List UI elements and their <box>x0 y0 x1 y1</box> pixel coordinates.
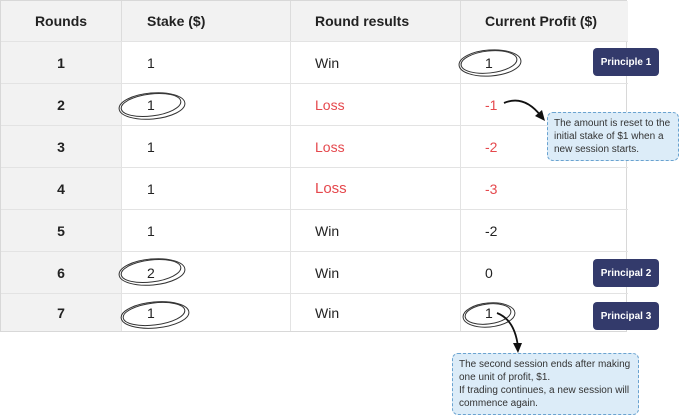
session-note-line: The second session ends after making <box>459 359 631 370</box>
session-note-line: one unit of profit, $1. <box>459 372 551 383</box>
stake-cell: 1 <box>122 210 291 251</box>
arrowhead-session <box>513 343 522 353</box>
reset-note-line: initial stake of $1 when a <box>554 131 664 142</box>
stake-cell: 1 <box>122 126 291 167</box>
stake-cell: 1 <box>122 294 291 331</box>
reset-note-line: new session starts. <box>554 144 640 155</box>
result-cell: Win <box>291 210 461 251</box>
table-row: 3 1 Loss -2 <box>1 125 628 167</box>
table-row: 5 1 Win -2 <box>1 209 628 251</box>
result-cell: Win <box>291 252 461 293</box>
session-note: The second session ends after making one… <box>452 353 639 415</box>
header-round-results: Round results <box>291 1 461 41</box>
header-rounds: Rounds <box>1 1 122 41</box>
round-cell: 4 <box>1 168 122 209</box>
profit-cell: -3 <box>485 180 498 197</box>
round-cell: 5 <box>1 210 122 251</box>
profit-cell: -2 <box>485 222 498 239</box>
result-cell: Loss <box>291 168 461 209</box>
principal2-badge: Principal 2 <box>593 259 659 287</box>
result-cell: Loss <box>291 126 461 167</box>
round-cell: 1 <box>1 42 122 83</box>
result-cell: Win <box>291 42 461 83</box>
table-header: Rounds Stake ($) Round results Current P… <box>1 1 628 41</box>
table-row: 7 1 Win 1 <box>1 293 628 331</box>
principal3-badge: Principal 3 <box>593 302 659 330</box>
stake-cell: 1 <box>122 42 291 83</box>
results-table: Rounds Stake ($) Round results Current P… <box>0 0 628 332</box>
round-cell: 7 <box>1 294 122 331</box>
round-cell: 6 <box>1 252 122 293</box>
stake-cell: 1 <box>122 84 291 125</box>
round-cell: 2 <box>1 84 122 125</box>
principle1-badge: Principle 1 <box>593 48 659 76</box>
header-stake: Stake ($) <box>122 1 291 41</box>
stake-cell: 1 <box>122 168 291 209</box>
session-note-line: If trading continues, a new session will <box>459 385 630 396</box>
table-row: 6 2 Win 0 <box>1 251 628 293</box>
header-current-profit: Current Profit ($) <box>461 1 628 41</box>
result-cell: Win <box>291 294 461 331</box>
table-row: 1 1 Win 1 <box>1 41 628 83</box>
profit-cell: -1 <box>485 96 498 113</box>
session-note-line: commence again. <box>459 398 538 409</box>
reset-note-line: The amount is reset to the <box>554 118 671 129</box>
result-cell: Loss <box>291 84 461 125</box>
table-row: 2 1 Loss -1 <box>1 83 628 125</box>
table-row: 4 1 Loss -3 <box>1 167 628 209</box>
profit-cell: -2 <box>485 138 498 155</box>
profit-cell: 0 <box>485 264 493 281</box>
stake-cell: 2 <box>122 252 291 293</box>
reset-note: The amount is reset to the initial stake… <box>547 112 679 161</box>
round-cell: 3 <box>1 126 122 167</box>
